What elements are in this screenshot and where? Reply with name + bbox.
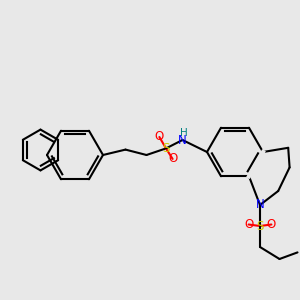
Text: S: S — [256, 220, 264, 232]
Text: O: O — [155, 130, 164, 143]
Text: H: H — [180, 128, 188, 137]
Text: N: N — [178, 134, 187, 146]
Text: O: O — [244, 218, 253, 231]
Text: O: O — [168, 152, 177, 165]
Text: S: S — [162, 142, 170, 155]
Text: O: O — [267, 218, 276, 231]
Text: N: N — [256, 199, 264, 212]
